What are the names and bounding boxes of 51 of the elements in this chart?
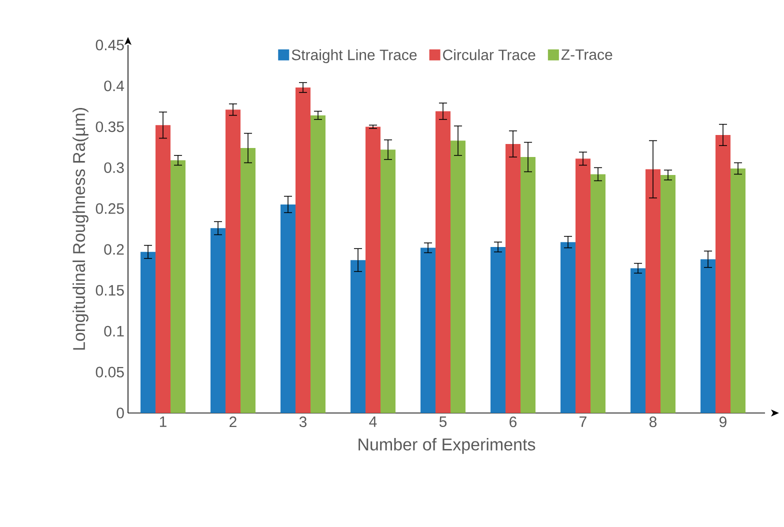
x-tick-label: 5 [439,416,447,427]
bar [280,204,296,413]
x-tick-label: 7 [580,416,586,427]
bar [170,160,186,413]
x-tick-label: 6 [510,416,517,428]
bar [630,268,646,413]
x-tick-label: 8 [649,416,657,428]
bar [296,88,311,413]
y-axis-title: Longitudinal Roughness Ra(µm) [72,108,88,350]
x-tick-label: 1 [160,416,166,427]
bar [590,174,606,413]
x-tick-label: 4 [369,416,377,427]
y-tick-label: 0.05 [96,366,124,378]
bar [646,169,660,413]
y-tick-label: 0 [116,408,124,418]
bar [560,242,576,413]
legend-label: Circular Trace [443,49,536,60]
bar [140,252,156,413]
bar [450,140,466,413]
bar [715,134,730,413]
bar [700,259,716,413]
x-axis-title: Number of Experiments [358,438,536,454]
y-tick-label: 0.25 [96,203,124,214]
bar [350,260,366,413]
bar [310,115,326,413]
x-tick-label: 9 [720,416,726,428]
x-tick-label: 2 [230,416,236,427]
bar [240,148,256,413]
bar [366,126,381,413]
y-tick-label: 0.35 [96,121,124,132]
legend-label: Straight Line Trace [292,49,417,64]
legend-label: Z-Trace [561,49,612,60]
bar [156,125,171,413]
y-tick-label: 0.2 [104,244,124,255]
bar [420,248,436,413]
y-tick-label: 0.15 [96,285,124,296]
bar [380,150,396,413]
bar [210,228,226,413]
y-tick-label: 0.45 [96,40,124,50]
y-tick-label: 0.4 [104,80,124,92]
bar [520,157,536,413]
bar [490,246,506,413]
bar [660,175,676,413]
bar [576,158,590,413]
y-tick-label: 0.3 [104,162,124,173]
bar [436,111,450,413]
bar [226,110,241,413]
y-tick-label: 0.1 [104,326,124,337]
bar [506,144,520,413]
bar [730,168,746,413]
x-tick-label: 3 [299,416,307,428]
